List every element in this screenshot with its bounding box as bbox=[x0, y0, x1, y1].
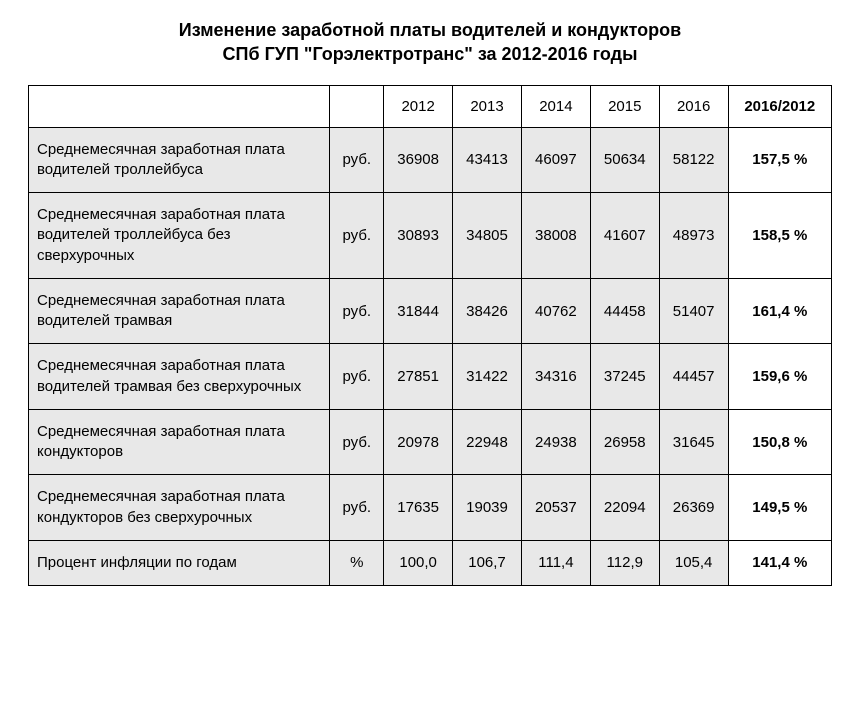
header-year: 2014 bbox=[521, 85, 590, 127]
row-unit: руб. bbox=[330, 409, 384, 475]
table-row: Процент инфляции по годам%100,0106,7111,… bbox=[29, 540, 832, 585]
row-unit: руб. bbox=[330, 475, 384, 541]
row-value: 31422 bbox=[453, 344, 522, 410]
header-year: 2012 bbox=[384, 85, 453, 127]
row-description: Среднемесячная заработная плата водителе… bbox=[29, 278, 330, 344]
row-description: Среднемесячная заработная плата водителе… bbox=[29, 193, 330, 279]
row-ratio: 159,6 % bbox=[728, 344, 831, 410]
salary-table: 2012 2013 2014 2015 2016 2016/2012 Средн… bbox=[28, 85, 832, 587]
table-row: Среднемесячная заработная плата кондукто… bbox=[29, 409, 832, 475]
row-description: Среднемесячная заработная плата водителе… bbox=[29, 344, 330, 410]
row-value: 50634 bbox=[590, 127, 659, 193]
row-value: 38426 bbox=[453, 278, 522, 344]
row-value: 46097 bbox=[521, 127, 590, 193]
header-year: 2015 bbox=[590, 85, 659, 127]
row-value: 38008 bbox=[521, 193, 590, 279]
row-description: Процент инфляции по годам bbox=[29, 540, 330, 585]
row-ratio: 158,5 % bbox=[728, 193, 831, 279]
row-value: 41607 bbox=[590, 193, 659, 279]
row-value: 24938 bbox=[521, 409, 590, 475]
row-value: 22948 bbox=[453, 409, 522, 475]
row-value: 44457 bbox=[659, 344, 728, 410]
row-value: 27851 bbox=[384, 344, 453, 410]
row-value: 51407 bbox=[659, 278, 728, 344]
table-header-row: 2012 2013 2014 2015 2016 2016/2012 bbox=[29, 85, 832, 127]
row-value: 40762 bbox=[521, 278, 590, 344]
row-unit: руб. bbox=[330, 127, 384, 193]
row-unit: руб. bbox=[330, 344, 384, 410]
row-value: 106,7 bbox=[453, 540, 522, 585]
row-description: Среднемесячная заработная плата кондукто… bbox=[29, 475, 330, 541]
row-ratio: 157,5 % bbox=[728, 127, 831, 193]
row-value: 26369 bbox=[659, 475, 728, 541]
row-value: 20537 bbox=[521, 475, 590, 541]
row-value: 36908 bbox=[384, 127, 453, 193]
row-description: Среднемесячная заработная плата водителе… bbox=[29, 127, 330, 193]
row-value: 31645 bbox=[659, 409, 728, 475]
row-value: 26958 bbox=[590, 409, 659, 475]
header-empty-desc bbox=[29, 85, 330, 127]
header-ratio: 2016/2012 bbox=[728, 85, 831, 127]
row-ratio: 161,4 % bbox=[728, 278, 831, 344]
header-empty-unit bbox=[330, 85, 384, 127]
table-row: Среднемесячная заработная плата кондукто… bbox=[29, 475, 832, 541]
row-value: 44458 bbox=[590, 278, 659, 344]
row-ratio: 150,8 % bbox=[728, 409, 831, 475]
row-ratio: 141,4 % bbox=[728, 540, 831, 585]
row-value: 20978 bbox=[384, 409, 453, 475]
row-value: 22094 bbox=[590, 475, 659, 541]
title-line-2: СПб ГУП "Горэлектротранс" за 2012-2016 г… bbox=[223, 44, 638, 64]
row-value: 43413 bbox=[453, 127, 522, 193]
header-year: 2013 bbox=[453, 85, 522, 127]
row-value: 105,4 bbox=[659, 540, 728, 585]
row-value: 17635 bbox=[384, 475, 453, 541]
row-value: 111,4 bbox=[521, 540, 590, 585]
row-value: 58122 bbox=[659, 127, 728, 193]
row-unit: руб. bbox=[330, 278, 384, 344]
table-row: Среднемесячная заработная плата водителе… bbox=[29, 193, 832, 279]
row-value: 19039 bbox=[453, 475, 522, 541]
row-value: 34316 bbox=[521, 344, 590, 410]
row-value: 30893 bbox=[384, 193, 453, 279]
page-container: Изменение заработной платы водителей и к… bbox=[0, 0, 860, 586]
row-value: 100,0 bbox=[384, 540, 453, 585]
row-value: 48973 bbox=[659, 193, 728, 279]
row-unit: % bbox=[330, 540, 384, 585]
page-title: Изменение заработной платы водителей и к… bbox=[28, 18, 832, 67]
title-line-1: Изменение заработной платы водителей и к… bbox=[179, 20, 681, 40]
row-value: 31844 bbox=[384, 278, 453, 344]
table-body: Среднемесячная заработная плата водителе… bbox=[29, 127, 832, 586]
row-description: Среднемесячная заработная плата кондукто… bbox=[29, 409, 330, 475]
table-row: Среднемесячная заработная плата водителе… bbox=[29, 278, 832, 344]
row-unit: руб. bbox=[330, 193, 384, 279]
header-year: 2016 bbox=[659, 85, 728, 127]
table-row: Среднемесячная заработная плата водителе… bbox=[29, 127, 832, 193]
row-value: 37245 bbox=[590, 344, 659, 410]
table-row: Среднемесячная заработная плата водителе… bbox=[29, 344, 832, 410]
row-ratio: 149,5 % bbox=[728, 475, 831, 541]
row-value: 34805 bbox=[453, 193, 522, 279]
row-value: 112,9 bbox=[590, 540, 659, 585]
